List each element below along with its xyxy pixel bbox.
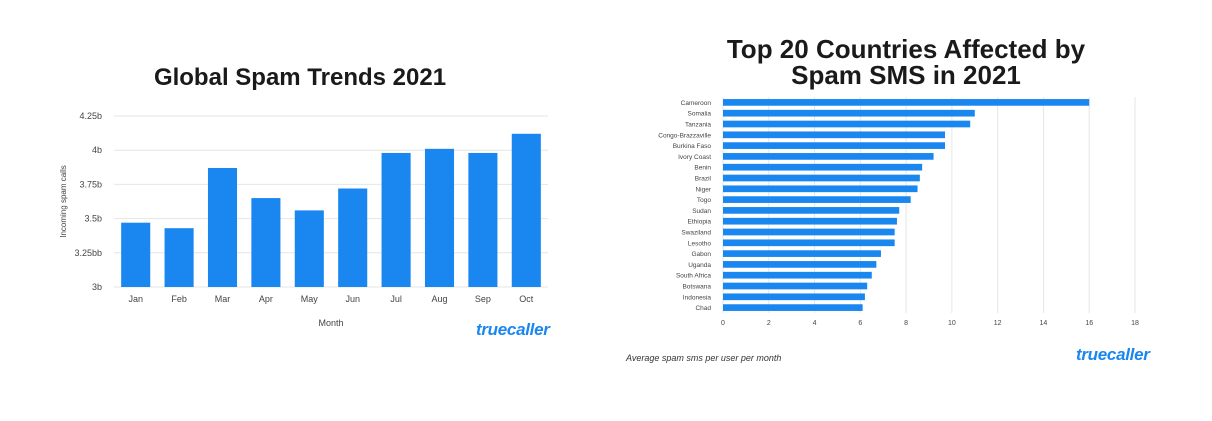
y-tick-label: Togo [697, 197, 711, 204]
bar-sudan [723, 207, 900, 214]
bar-oct [511, 133, 541, 287]
bar-ivory-coast [723, 153, 934, 160]
bar-may [294, 210, 324, 287]
bar-ethiopia [723, 217, 897, 225]
x-tick-label: 10 [948, 320, 956, 327]
bar-uganda [723, 261, 877, 268]
chart-title-line-1: Top 20 Countries Affected by [726, 34, 1086, 64]
x-tick-label: May [301, 294, 319, 304]
bar-lesotho [723, 239, 895, 247]
bar-brazil [723, 174, 920, 182]
y-tick-label: Swaziland [681, 230, 711, 237]
bar-niger [723, 185, 918, 193]
bar-burkina-faso [723, 142, 946, 149]
x-tick-label: Apr [259, 294, 273, 304]
bar-mar [207, 167, 238, 287]
x-tick-label: Jun [345, 294, 360, 304]
x-tick-label: Aug [431, 294, 447, 304]
y-tick-label: 3b [92, 282, 102, 292]
bar-botswana [723, 282, 868, 290]
chart-title: Top 20 Countries Affected by Spam SMS in… [620, 36, 1192, 88]
x-tick-label: 8 [904, 320, 908, 327]
bar-chad [723, 304, 863, 311]
bar-togo [723, 196, 911, 203]
y-axis-label: Incoming spam calls [59, 165, 68, 237]
y-tick-label: 3.5b [84, 214, 102, 224]
bar-congo-brazzaville [723, 131, 946, 139]
bar-south-africa [723, 271, 872, 279]
bar-jun [338, 188, 368, 287]
y-tick-label: Congo-Brazzaville [658, 132, 711, 139]
bar-jul [381, 152, 411, 287]
bar-swaziland [723, 228, 895, 236]
top-countries-chart: 0 2 4 6 8 10 12 14 16 18 Cameroon Somalia Tanzania Co… [658, 97, 1139, 327]
bar-cameroon [723, 99, 1090, 106]
bar-indonesia [723, 293, 865, 301]
y-tick-label: Chad [695, 305, 711, 312]
y-tick-label: Benin [694, 165, 711, 172]
x-tick-label: 4 [813, 320, 817, 327]
y-tick-label: Lesotho [688, 240, 712, 247]
y-tick-label: Cameroon [681, 100, 712, 107]
y-tick-label: Gabon [691, 251, 711, 258]
y-tick-label: Sudan [692, 208, 711, 215]
y-tick-label: Uganda [688, 262, 711, 269]
x-tick-label: Sep [475, 294, 491, 304]
global-spam-trends-panel: Global Spam Trends 2021 3b 3.25bb 3.5b 3.75… [0, 0, 600, 421]
y-tick-label: Niger [695, 186, 711, 193]
y-tick-label: Ethiopia [688, 219, 712, 226]
bar-jan [121, 222, 151, 287]
y-tick-label: Botswana [682, 284, 711, 291]
x-tick-label: Oct [519, 294, 534, 304]
chart-title-line-2: Spam SMS in 2021 [791, 60, 1021, 90]
x-axis-label: Average spam sms per user per month [626, 353, 782, 363]
x-tick-label: 12 [994, 320, 1002, 327]
bar-sep [468, 152, 498, 287]
bar-aug [424, 148, 455, 287]
bar-gabon [723, 250, 881, 257]
x-axis-label: Month [318, 318, 343, 328]
top-countries-panel: Top 20 Countries Affected by Spam SMS in… [600, 0, 1212, 421]
x-tick-label: Jan [128, 294, 143, 304]
truecaller-logo: truecaller [1076, 345, 1150, 364]
y-tick-label: 4.25b [79, 111, 102, 121]
x-tick-label: 14 [1040, 320, 1048, 327]
truecaller-logo: truecaller [476, 320, 550, 339]
x-tick-label: Jul [390, 294, 402, 304]
x-tick-label: 6 [858, 320, 862, 327]
bar-feb [164, 228, 194, 287]
x-tick-label: 2 [767, 320, 771, 327]
global-spam-trends-chart: 3b 3.25bb 3.5b 3.75b 4b 4.25b Jan Feb Mar Apr May J… [59, 111, 548, 328]
y-tick-label: 4b [92, 145, 102, 155]
y-tick-label: Ivory Coast [678, 154, 711, 161]
x-tick-label: 16 [1085, 320, 1093, 327]
bar-somalia [723, 109, 975, 117]
bar-apr [251, 198, 281, 287]
x-tick-label: 18 [1131, 320, 1139, 327]
chart-title: Global Spam Trends 2021 [153, 64, 447, 91]
y-tick-label: 3.25bb [74, 248, 102, 258]
x-tick-label: Feb [171, 294, 187, 304]
bar-tanzania [723, 120, 971, 128]
bar-benin [723, 163, 923, 171]
x-tick-label: 0 [721, 320, 725, 327]
y-tick-label: South Africa [676, 273, 711, 280]
y-tick-label: Tanzania [685, 122, 711, 129]
y-tick-label: Somalia [688, 111, 712, 118]
y-tick-label: Indonesia [683, 294, 712, 301]
x-tick-label: Mar [215, 294, 231, 304]
y-tick-label: Burkina Faso [673, 143, 712, 150]
y-tick-label: Brazil [695, 176, 712, 183]
y-tick-label: 3.75b [79, 179, 102, 189]
